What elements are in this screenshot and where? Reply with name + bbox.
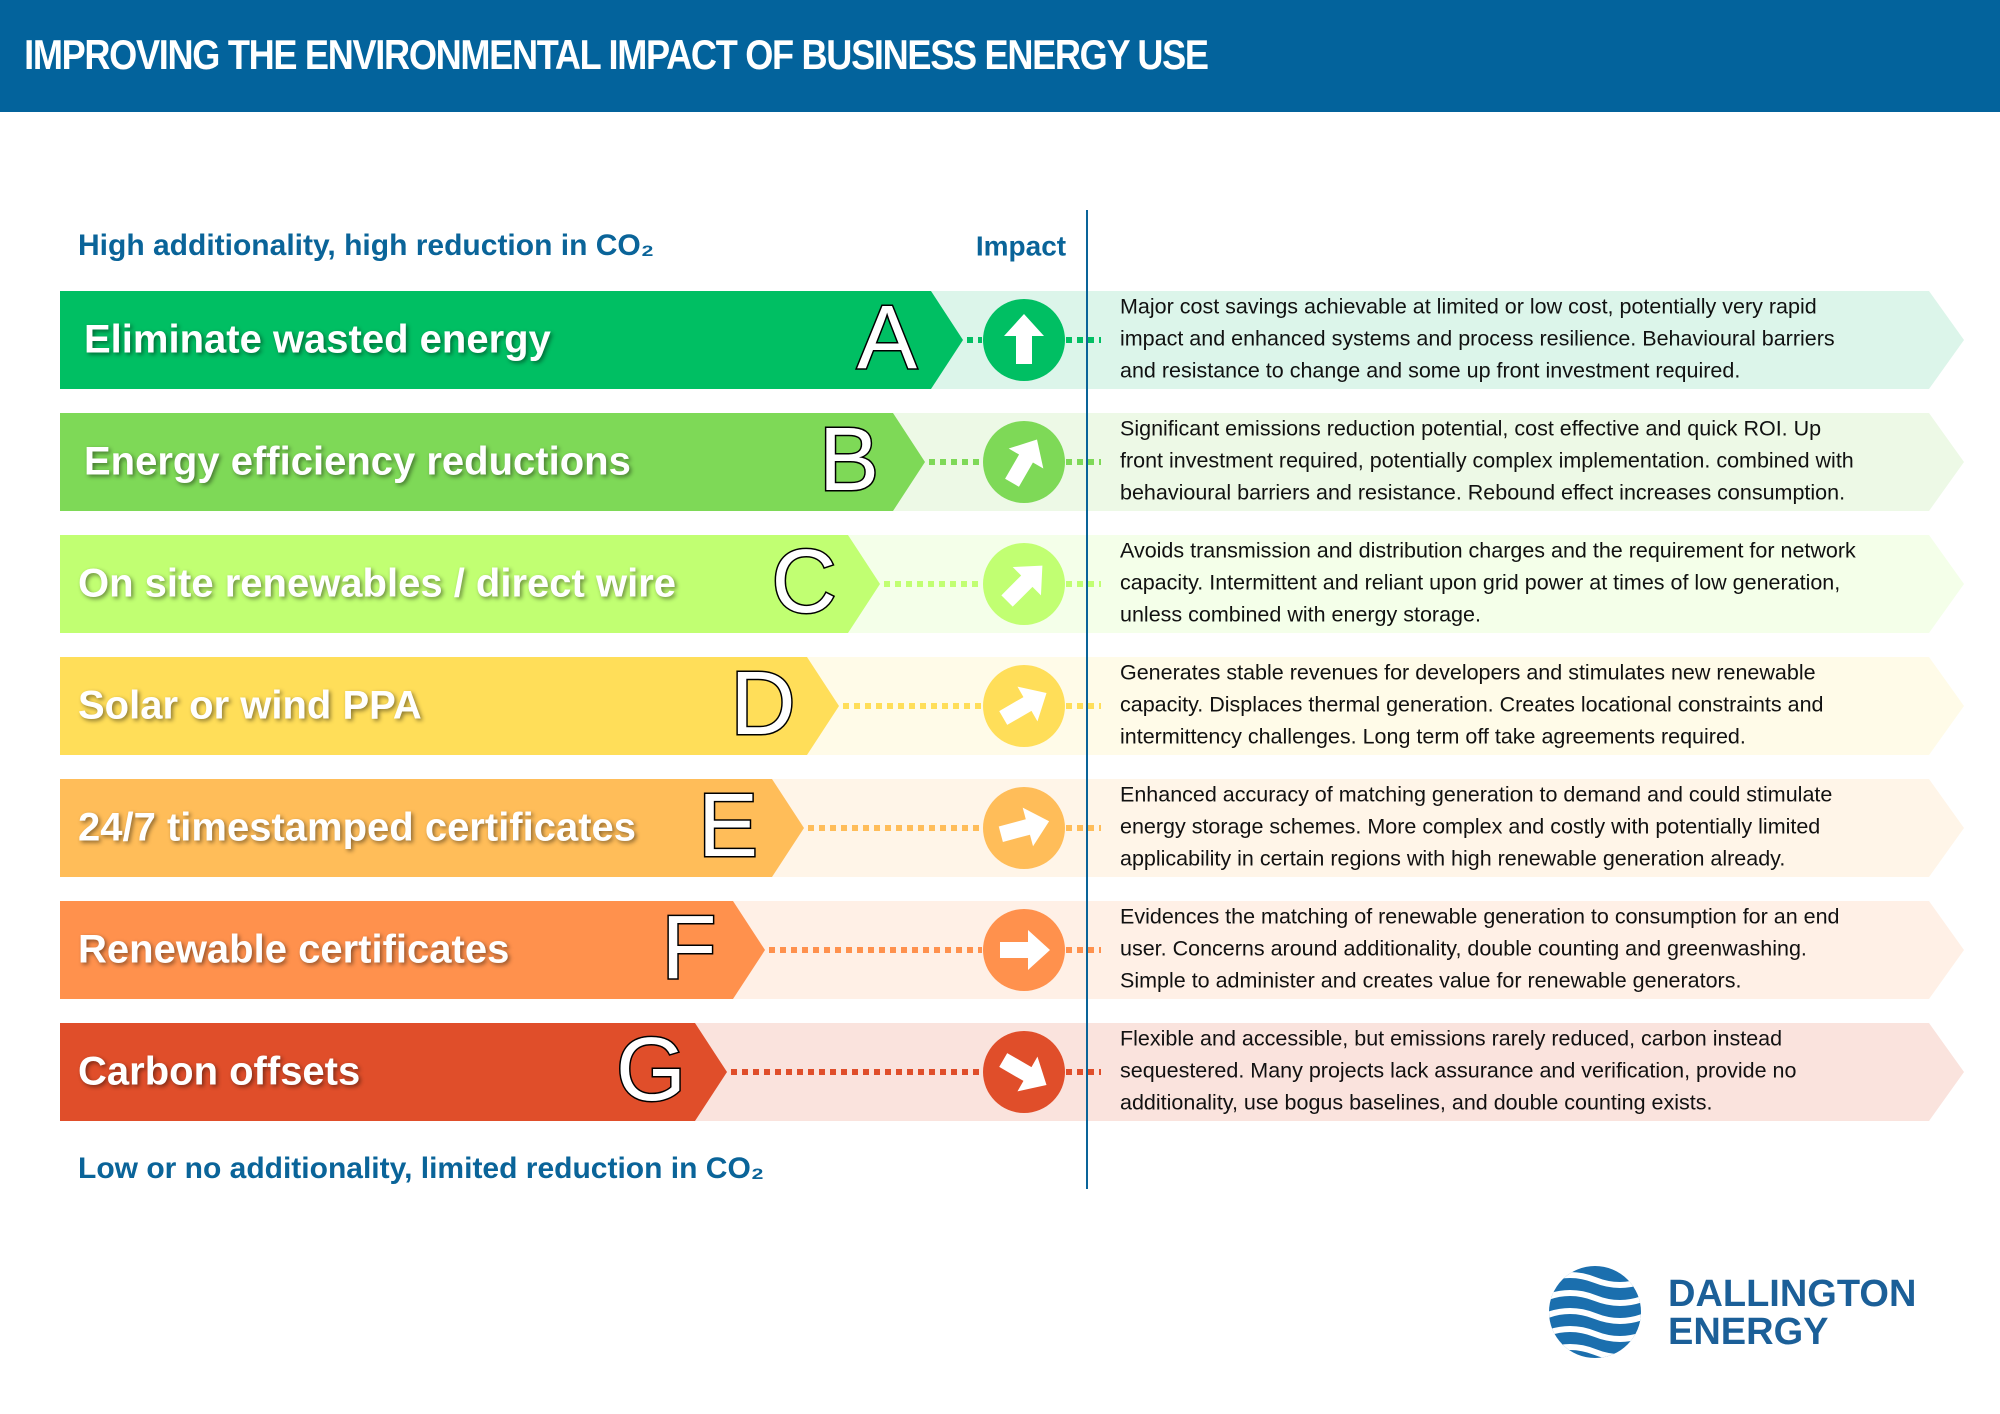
row-description: Flexible and accessible, but emissions r… [1120, 1027, 1782, 1051]
row-description: Enhanced accuracy of matching generation… [1120, 783, 1832, 807]
row-description: Major cost savings achievable at limited… [1120, 295, 1817, 319]
row-bar [60, 901, 765, 999]
logo-line: ENERGY [1668, 1311, 1828, 1353]
row-bar [60, 413, 925, 511]
row-description: Evidences the matching of renewable gene… [1120, 905, 1840, 929]
row-description: intermittency challenges. Long term off … [1120, 725, 1746, 749]
impact-arrow [999, 686, 1047, 725]
row-description: impact and enhanced systems and process … [1120, 327, 1835, 351]
logo-line: DALLINGTON [1668, 1273, 1916, 1315]
row-letter: A [857, 288, 917, 388]
row-description: Generates stable revenues for developers… [1120, 661, 1816, 685]
top-label: High additionality, high reduction in CO… [78, 229, 654, 262]
row-label: Carbon offsets [78, 1050, 360, 1094]
header-bar [0, 0, 2000, 112]
row-bar [60, 291, 963, 389]
row-description: energy storage schemes. More complex and… [1120, 815, 1820, 839]
impact-arrow [1005, 439, 1044, 487]
logo: DALLINGTON ENERGY [1549, 1266, 1916, 1358]
row-label: On site renewables / direct wire [78, 562, 676, 606]
row-label: Eliminate wasted energy [84, 318, 552, 362]
row-bar [60, 1023, 727, 1121]
row-description: and resistance to change and some up fro… [1120, 359, 1740, 383]
row-letter: E [698, 776, 758, 876]
impact-arrow [1000, 930, 1050, 970]
row-description: capacity. Displaces thermal generation. … [1120, 693, 1824, 717]
row-description: front investment required, potentially c… [1120, 449, 1854, 473]
impact-arrow [999, 1053, 1047, 1092]
row-description: sequestered. Many projects lack assuranc… [1120, 1059, 1796, 1083]
row-bar [60, 535, 880, 633]
row-description: additionality, use bogus baselines, and … [1120, 1091, 1712, 1115]
bottom-label: Low or no additionality, limited reducti… [78, 1152, 764, 1185]
row-description: Avoids transmission and distribution cha… [1120, 539, 1856, 563]
row-bar [60, 779, 804, 877]
impact-label: Impact [976, 230, 1066, 261]
row-letter: B [819, 410, 879, 510]
row-description: Simple to administer and creates value f… [1120, 969, 1741, 993]
impact-arrow [1001, 565, 1043, 607]
row-letter: C [772, 532, 837, 632]
row-description: unless combined with energy storage. [1120, 603, 1481, 627]
impact-arrow [1004, 314, 1044, 364]
row-letter: D [731, 654, 796, 754]
header-title: IMPROVING THE ENVIRONMENTAL IMPACT OF BU… [24, 33, 1208, 79]
rows: Eliminate wasted energy A Major cost savin… [60, 286, 1964, 1121]
row-description: applicability in certain regions with hi… [1120, 847, 1785, 871]
row-letter: G [616, 1020, 686, 1120]
row-label: Solar or wind PPA [78, 684, 422, 728]
row-letter: F [662, 898, 717, 998]
row-description: user. Concerns around additionality, dou… [1120, 937, 1807, 961]
row-description: behavioural barriers and resistance. Reb… [1120, 481, 1845, 505]
row-bar [60, 657, 839, 755]
impact-arrow [998, 807, 1050, 847]
row-description: Significant emissions reduction potentia… [1120, 417, 1821, 441]
row-label: Energy efficiency reductions [84, 440, 631, 484]
row-label: Renewable certificates [78, 928, 509, 972]
row-description: capacity. Intermittent and reliant upon … [1120, 571, 1840, 595]
row-label: 24/7 timestamped certificates [78, 806, 636, 850]
